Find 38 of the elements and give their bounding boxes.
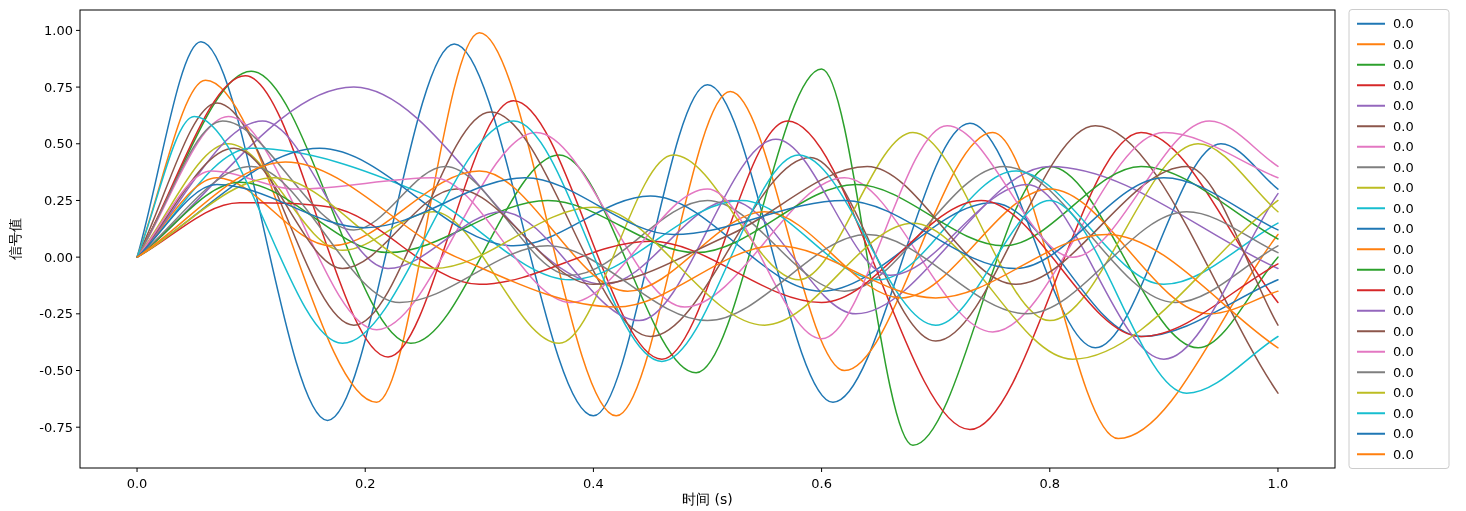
legend-label: 0.0 (1393, 57, 1414, 73)
x-tick-label: 0.6 (811, 476, 832, 491)
y-tick-label: 0.75 (44, 79, 73, 95)
legend-label: 0.0 (1393, 36, 1414, 52)
legend-label: 0.0 (1393, 98, 1414, 114)
y-tick-label: -0.50 (39, 363, 73, 378)
legend-label: 0.0 (1393, 180, 1414, 196)
x-tick-label: 0.8 (1039, 476, 1061, 491)
legend-label: 0.0 (1393, 426, 1414, 442)
legend-label: 0.0 (1393, 364, 1414, 380)
legend-label: 0.0 (1393, 282, 1414, 298)
legend-label: 0.0 (1393, 241, 1414, 257)
x-axis-title: 时间 (s) (682, 491, 733, 507)
legend-label: 0.0 (1393, 344, 1414, 360)
legend-label: 0.0 (1393, 221, 1414, 237)
y-tick-label: 0.25 (44, 192, 73, 208)
y-tick-label: -0.75 (39, 419, 73, 435)
legend-label: 0.0 (1393, 446, 1414, 462)
legend-label: 0.0 (1393, 405, 1414, 421)
legend-label: 0.0 (1393, 77, 1414, 93)
legend-label: 0.0 (1393, 303, 1414, 319)
legend-label: 0.0 (1393, 16, 1414, 32)
legend-label: 0.0 (1393, 200, 1414, 216)
legend-label: 0.0 (1393, 323, 1414, 339)
x-tick-label: 0.2 (354, 476, 376, 491)
legend-label: 0.0 (1393, 159, 1414, 175)
x-tick-label: 0.0 (126, 476, 148, 491)
legend-label: 0.0 (1393, 262, 1414, 278)
x-tick-label: 1.0 (1267, 476, 1289, 491)
legend-label: 0.0 (1393, 118, 1414, 134)
y-tick-label: 1.00 (44, 22, 73, 38)
x-tick-label: 0.4 (583, 476, 604, 491)
legend-label: 0.0 (1393, 139, 1414, 155)
legend-label: 0.0 (1393, 385, 1414, 401)
y-tick-label: -0.25 (39, 306, 73, 322)
y-tick-label: 0.00 (44, 249, 73, 265)
y-axis-title: 信号值 (7, 218, 23, 260)
y-tick-label: 0.50 (44, 136, 73, 152)
